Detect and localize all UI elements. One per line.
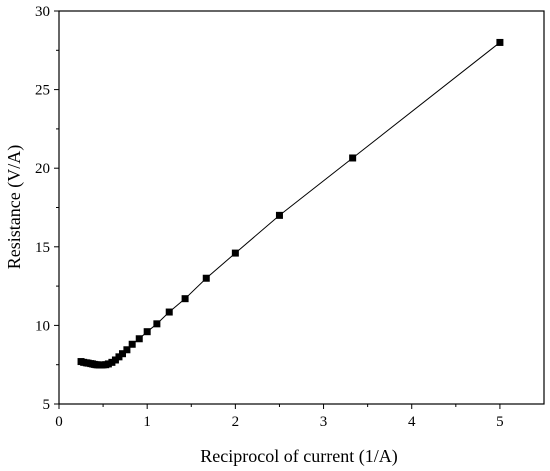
x-tick-label: 2 [232,414,240,430]
y-tick-label: 25 [35,83,50,99]
data-point [115,353,123,361]
data-point [128,340,136,348]
data-point [349,154,357,162]
data-point [165,308,173,316]
series-layer [77,38,504,369]
y-tick-label: 20 [35,161,50,177]
series-line [80,42,501,366]
data-point [143,328,151,336]
data-point [104,360,112,368]
y-tick-label: 10 [35,318,50,334]
y-axis-label: Resistance (V/A) [4,145,25,269]
data-point [153,320,161,328]
y-axis-ticks: 5 10 15 20 25 30 [35,4,59,413]
y-tick-label: 30 [35,4,50,20]
x-tick-label: 0 [55,414,63,430]
data-point [108,358,116,366]
data-point [202,274,210,282]
x-axis-label: Reciprocol of current (1/A) [200,446,397,467]
y-tick-label: 15 [35,240,50,256]
x-tick-label: 3 [320,414,328,430]
x-tick-label: 1 [143,414,151,430]
x-tick-label: 5 [496,414,504,430]
data-point [496,38,504,46]
data-point [181,295,189,303]
data-point [123,346,131,354]
data-point [231,249,239,257]
x-axis-ticks: 0 1 2 3 4 5 [55,404,504,430]
data-point [135,335,143,343]
data-point [111,356,119,364]
data-point [118,350,126,358]
data-point [275,211,283,219]
x-tick-label: 4 [408,414,416,430]
y-tick-label: 5 [43,397,51,413]
